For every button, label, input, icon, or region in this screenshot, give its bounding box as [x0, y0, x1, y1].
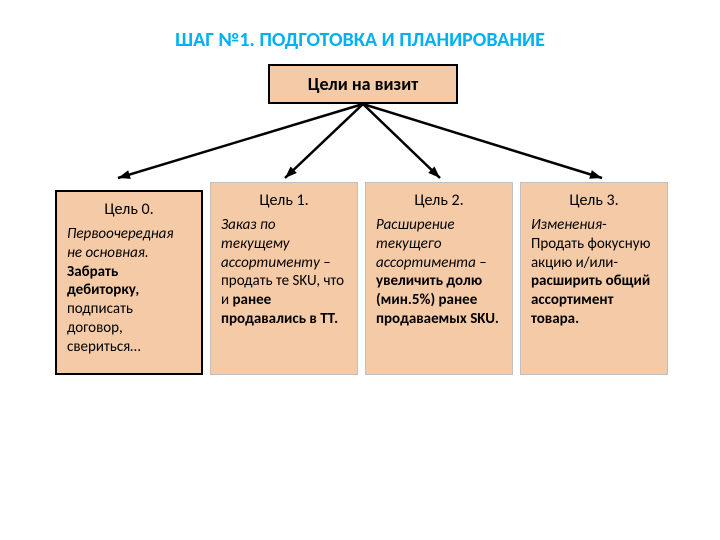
goal-body: Изменения- Продать фокусную акцию и/или-…	[531, 216, 657, 329]
page-title: ШАГ №1. ПОДГОТОВКА И ПЛАНИРОВАНИЕ	[0, 28, 720, 52]
root-box-label: Цели на визит	[308, 73, 418, 95]
goal-body: Расширение текущего ассортимента – увели…	[376, 216, 502, 329]
diagram-canvas: ШАГ №1. ПОДГОТОВКА И ПЛАНИРОВАНИЕ Цели н…	[0, 0, 720, 540]
goal-title: Цель 0.	[67, 200, 191, 219]
goal-box-1: Цель 1. Заказ по текущему ассортименту – …	[210, 182, 358, 375]
root-box: Цели на визит	[268, 64, 458, 104]
goal-body: Заказ по текущему ассортименту – продать…	[221, 216, 347, 329]
goal-title: Цель 1.	[221, 191, 347, 210]
goal-body: Первоочередная не основная. Забрать деби…	[67, 225, 191, 356]
goal-box-3: Цель 3. Изменения- Продать фокусную акцию…	[520, 182, 668, 375]
goal-title: Цель 2.	[376, 191, 502, 210]
goal-box-2: Цель 2. Расширение текущего ассортимента …	[365, 182, 513, 375]
goal-title: Цель 3.	[531, 191, 657, 210]
goal-box-0: Цель 0. Первоочередная не основная. Забра…	[55, 190, 203, 375]
